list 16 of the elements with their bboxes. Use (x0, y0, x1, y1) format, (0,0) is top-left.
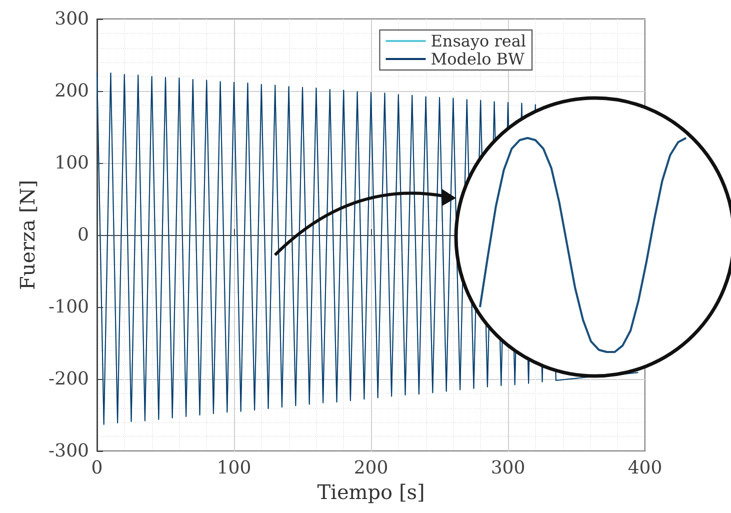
x-tick-label: 200 (354, 458, 388, 478)
x-tick-label: 300 (490, 458, 526, 478)
y-tick-label: -300 (48, 440, 89, 462)
legend-label: Ensayo real (430, 32, 526, 50)
x-tick-label: 100 (216, 458, 252, 478)
y-tick-label: 300 (54, 8, 89, 30)
x-tick-label: 0 (91, 458, 103, 478)
x-tick-label: 400 (628, 458, 662, 478)
y-tick-label: 100 (54, 152, 89, 174)
y-axis-title: Fuerza [N] (16, 180, 40, 290)
y-tick-label: 200 (54, 80, 89, 102)
y-tick-label: -200 (48, 368, 89, 390)
y-tick-label: 0 (78, 224, 89, 246)
y-tick-label: -100 (48, 296, 89, 318)
legend-label: Modelo BW (430, 50, 526, 68)
x-axis-title: Tiempo [s] (317, 480, 425, 504)
